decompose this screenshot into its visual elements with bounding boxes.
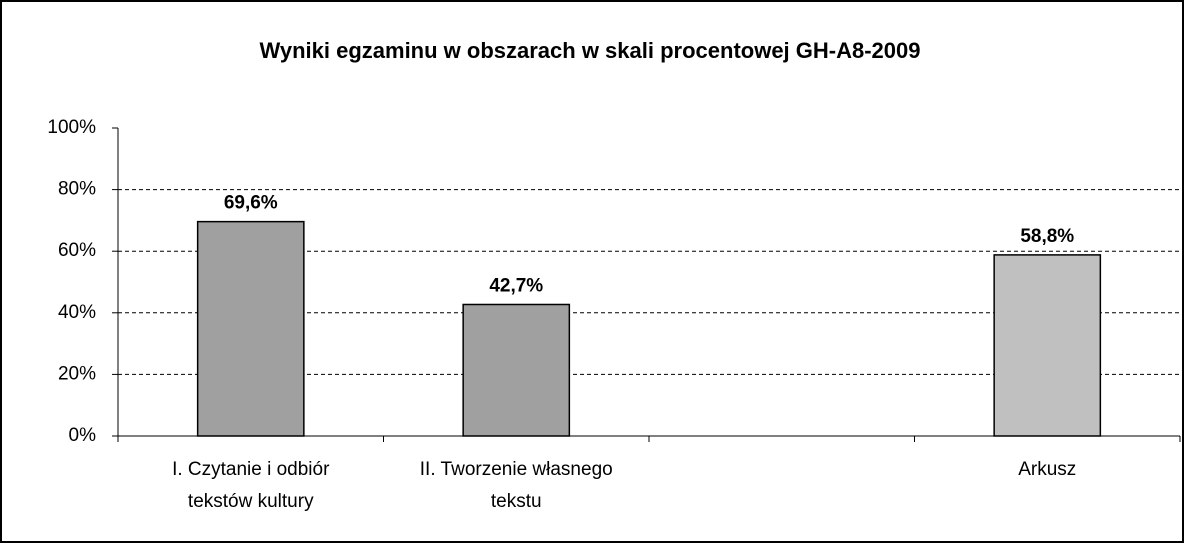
bar	[993, 254, 1102, 437]
y-tick-label: 60%	[58, 240, 96, 261]
y-tick-label: 20%	[58, 363, 96, 384]
x-tick-label: I. Czytanie i odbiór tekstów kultury	[172, 459, 330, 512]
bar	[462, 303, 571, 437]
x-tick-label: II. Tworzenie własnego tekstu	[420, 459, 613, 512]
y-tick-label: 100%	[47, 117, 96, 138]
chart-title: Wyniki egzaminu w obszarach w skali proc…	[259, 38, 920, 63]
y-tick-label: 0%	[69, 425, 97, 446]
y-tick-label: 40%	[58, 302, 96, 323]
value-label: 58,8%	[1020, 226, 1074, 247]
y-tick-label: 80%	[58, 179, 96, 200]
bar	[196, 220, 305, 437]
value-label: 42,7%	[489, 275, 543, 296]
value-label: 69,6%	[224, 193, 278, 214]
x-tick-label: Arkusz	[1018, 459, 1076, 480]
